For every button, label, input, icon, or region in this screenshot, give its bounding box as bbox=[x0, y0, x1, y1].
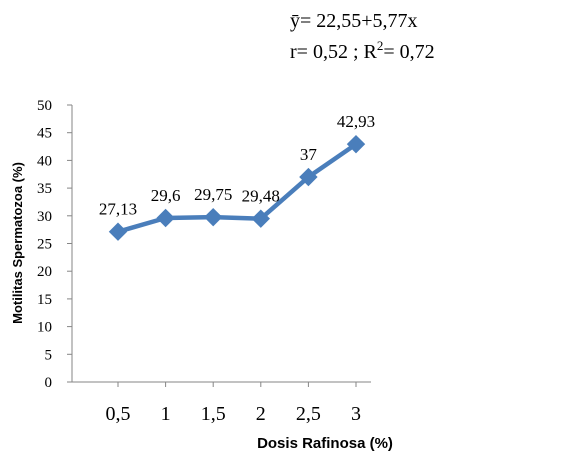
x-tick-label: 1 bbox=[161, 403, 171, 425]
data-label: 29,6 bbox=[151, 186, 181, 205]
regression-equation: ȳ= 22,55+5,77x bbox=[290, 10, 418, 32]
data-label: 29,75 bbox=[194, 185, 232, 204]
data-point-marker bbox=[251, 209, 271, 228]
data-label: 42,93 bbox=[337, 112, 375, 131]
y-tick-label: 35 bbox=[37, 181, 52, 197]
y-tick-label: 45 bbox=[37, 126, 52, 142]
data-point-marker bbox=[299, 167, 318, 187]
y-tick-label: 15 bbox=[37, 292, 52, 308]
data-label: 37 bbox=[300, 145, 318, 164]
x-tick-label: 2 bbox=[256, 403, 266, 425]
data-labels: 27,13 29,6 29,75 29,48 37 42,93 bbox=[99, 112, 375, 219]
data-point-marker bbox=[203, 207, 223, 227]
x-tick-label: 2,5 bbox=[296, 403, 321, 425]
y-tick-label: 20 bbox=[37, 264, 52, 280]
x-tick-label: 0,5 bbox=[106, 403, 131, 425]
y-tick-label: 30 bbox=[37, 209, 52, 225]
data-point-marker bbox=[156, 208, 175, 228]
data-label: 29,48 bbox=[242, 187, 280, 206]
data-point-marker bbox=[108, 222, 128, 241]
y-tick-label: 5 bbox=[45, 347, 53, 363]
y-tick-label: 0 bbox=[45, 375, 53, 391]
regression-stats: r= 0,52 ; R2= 0,72 bbox=[290, 38, 435, 63]
y-axis-title: Motilitas Spermatozoa (%) bbox=[10, 162, 25, 324]
y-tick-label: 25 bbox=[37, 237, 52, 253]
series-line-group bbox=[108, 134, 366, 241]
x-axis-title: Dosis Rafinosa (%) bbox=[257, 435, 393, 452]
y-tick-label: 50 bbox=[37, 98, 52, 114]
y-tick-label: 10 bbox=[37, 320, 52, 336]
y-axis-ticks: 0 5 10 15 20 25 30 35 40 45 50 bbox=[37, 98, 72, 391]
x-tick-label: 1,5 bbox=[201, 403, 226, 425]
x-axis-ticks: 0,5 1 1,5 2 2,5 3 bbox=[106, 382, 361, 425]
y-tick-label: 40 bbox=[37, 153, 52, 169]
series-line bbox=[117, 142, 358, 234]
data-label: 27,13 bbox=[99, 200, 137, 219]
data-point-marker bbox=[346, 134, 366, 154]
x-tick-label: 3 bbox=[351, 403, 361, 425]
